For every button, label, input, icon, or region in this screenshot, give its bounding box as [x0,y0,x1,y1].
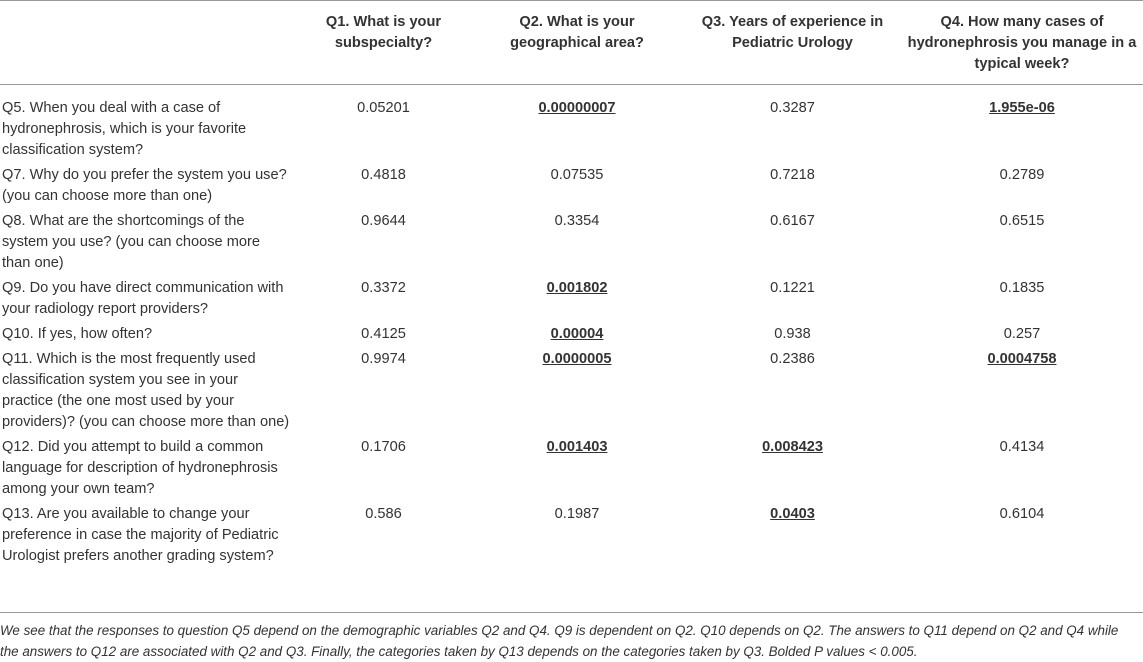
table-row: Q13. Are you available to change your pr… [0,502,1143,569]
p-value: 0.4125 [361,326,406,342]
p-value: 0.07535 [550,167,604,183]
significant-p-value: 0.00004 [550,326,604,342]
table-row: Q7. Why do you prefer the system you use… [0,163,1143,209]
p-value-cell: 0.00004 [470,322,684,347]
p-value-cell: 0.001403 [470,435,684,502]
p-value-cell: 0.938 [684,322,901,347]
p-value-cell: 0.3354 [470,209,684,276]
p-value-cell: 0.05201 [297,84,470,163]
p-value: 0.257 [1003,326,1041,342]
p-value-cell: 0.7218 [684,163,901,209]
p-value-cell: 0.2789 [901,163,1143,209]
header-q2: Q2. What is your geographical area? [510,14,644,51]
row-question: Q8. What are the shortcomings of the sys… [2,213,260,271]
table-row: Q11. Which is the most frequently used c… [0,347,1143,435]
significant-p-value: 0.0403 [770,506,815,522]
p-value: 0.2386 [770,351,815,367]
row-question: Q11. Which is the most frequently used c… [2,351,290,430]
p-value-cell: 0.4125 [297,322,470,347]
p-value: 0.6104 [999,506,1045,522]
p-value: 0.3354 [554,213,600,229]
row-question: Q13. Are you available to change your pr… [2,506,279,564]
table-row: Q12. Did you attempt to build a common l… [0,435,1143,502]
p-value-cell: 0.6167 [684,209,901,276]
row-question: Q5. When you deal with a case of hydrone… [2,100,247,158]
p-value-cell: 0.0004758 [901,347,1143,435]
table-row: Q8. What are the shortcomings of the sys… [0,209,1143,276]
p-value-cell: 0.001802 [470,276,684,322]
table-row: Q5. When you deal with a case of hydrone… [0,84,1143,163]
significant-p-value: 0.0000005 [542,351,612,367]
p-value-cell: 0.1706 [297,435,470,502]
p-value-cell: 0.0000005 [470,347,684,435]
p-value: 0.3372 [361,280,406,296]
table-footnote: We see that the responses to question Q5… [0,623,1119,659]
p-value-cell: 0.1221 [684,276,901,322]
p-value-cell: 0.1835 [901,276,1143,322]
table-bottom-rule [0,612,1143,613]
p-value: 0.1221 [770,280,815,296]
p-value: 0.9974 [361,351,406,367]
p-value: 0.938 [774,326,811,342]
row-question: Q10. If yes, how often? [2,326,153,342]
significant-p-value: 0.008423 [762,439,823,455]
p-value-cell: 0.6515 [901,209,1143,276]
p-value: 0.6167 [770,213,815,229]
significant-p-value: 0.0004758 [987,351,1057,367]
significant-p-value: 1.955e-06 [989,100,1055,116]
significant-p-value: 0.00000007 [538,100,616,116]
p-value: 0.6515 [999,213,1045,229]
p-value: 0.1706 [361,439,406,455]
table-body: Q5. When you deal with a case of hydrone… [0,84,1143,569]
table-row: Q10. If yes, how often? 0.4125 0.00004 0.93… [0,322,1143,347]
p-value-cell: 0.586 [297,502,470,569]
p-value-cell: 0.00000007 [470,84,684,163]
p-value: 0.05201 [357,100,410,116]
table-header-rule [0,84,1143,85]
row-question: Q9. Do you have direct communication wit… [2,280,284,317]
header-corner [0,0,297,84]
p-value: 0.2789 [999,167,1045,183]
p-value: 0.4134 [999,439,1045,455]
p-value-cell: 0.9974 [297,347,470,435]
p-value-cell: 0.4134 [901,435,1143,502]
row-question: Q12. Did you attempt to build a common l… [2,439,278,497]
p-value-cell: 0.07535 [470,163,684,209]
significant-p-value: 0.001403 [546,439,608,455]
p-value-cell: 0.9644 [297,209,470,276]
p-value-cell: 0.3372 [297,276,470,322]
row-question: Q7. Why do you prefer the system you use… [2,167,287,204]
p-value-cell: 0.4818 [297,163,470,209]
header-q4: Q4. How many cases of hydronephrosis you… [907,14,1137,72]
p-value-cell: 0.0403 [684,502,901,569]
header-q3: Q3. Years of experience in Pediatric Uro… [701,14,884,51]
p-value-cell: 0.6104 [901,502,1143,569]
p-value-cell: 0.1987 [470,502,684,569]
header-q1: Q1. What is your subspecialty? [325,14,442,51]
p-value-cell: 0.008423 [684,435,901,502]
table-row: Q9. Do you have direct communication wit… [0,276,1143,322]
p-value: 0.1987 [554,506,600,522]
p-value-cell: 0.257 [901,322,1143,347]
header-row: Q1. What is your subspecialty? Q2. What … [0,0,1143,84]
p-value-cell: 0.2386 [684,347,901,435]
p-value-cell: 0.3287 [684,84,901,163]
p-value: 0.9644 [361,213,406,229]
p-value: 0.7218 [770,167,815,183]
p-value: 0.1835 [999,280,1045,296]
p-value: 0.3287 [770,100,815,116]
table-top-rule [0,0,1143,1]
table-header: Q1. What is your subspecialty? Q2. What … [0,0,1143,84]
p-value: 0.4818 [361,167,406,183]
results-table: Q1. What is your subspecialty? Q2. What … [0,0,1143,569]
p-value-cell: 1.955e-06 [901,84,1143,163]
p-value: 0.586 [365,506,402,522]
significant-p-value: 0.001802 [546,280,608,296]
